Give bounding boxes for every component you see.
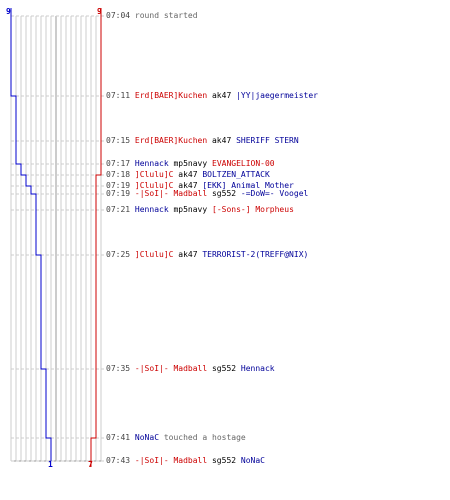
- red-team-line: [90, 8, 102, 467]
- weapon-name: mp5navy: [168, 205, 212, 214]
- player-name: -|SoI|- Madball: [134, 364, 208, 373]
- event-row: 07:18 ]Clulu]C ak47 BOLTZEN_ATTACK: [106, 170, 270, 180]
- weapon-name: ak47: [173, 170, 203, 179]
- weapon-name: sg552: [207, 456, 241, 465]
- event-row: 07:15 Erd[BAER]Kuchen ak47 SHERIFF STERN: [106, 136, 299, 146]
- event-row: 07:19 ]Clulu]C ak47 [EKK] Animal Mother: [106, 181, 294, 191]
- player-name: ]Clulu]C: [134, 181, 174, 190]
- player-name: [EKK] Animal Mother: [202, 181, 294, 190]
- player-name: -=DoW=- Voogel: [240, 189, 309, 198]
- event-time: 07:18: [106, 170, 131, 179]
- weapon-name: ak47: [207, 136, 237, 145]
- blue-end-count: 1: [48, 460, 53, 469]
- weapon-name: ak47: [173, 181, 203, 190]
- player-name: -|SoI|- Madball: [134, 189, 208, 198]
- event-row: 07:11 Erd[BAER]Kuchen ak47 |YY|jaegermei…: [106, 91, 318, 101]
- player-name: Hennack: [134, 159, 169, 168]
- event-note: round started: [134, 11, 198, 20]
- event-time: 07:43: [106, 456, 131, 465]
- event-time: 07:21: [106, 205, 131, 214]
- event-row: 07:25 ]Clulu]C ak47 TERRORIST-2(TREFF@NI…: [106, 250, 308, 260]
- blue-start-count: 9: [6, 7, 11, 16]
- blue-team-line: [10, 8, 52, 461]
- event-row: 07:41 NoNaC touched a hostage: [106, 433, 246, 443]
- weapon-name: ak47: [207, 91, 237, 100]
- player-name: NoNaC: [134, 433, 160, 442]
- weapon-name: sg552: [207, 364, 241, 373]
- event-row: 07:19 -|SoI|- Madball sg552 -=DoW=- Voog…: [106, 189, 308, 199]
- player-name: BOLTZEN_ATTACK: [202, 170, 270, 179]
- weapon-name: mp5navy: [168, 159, 212, 168]
- event-row: 07:35 -|SoI|- Madball sg552 Hennack: [106, 364, 275, 374]
- player-name: -|SoI|- Madball: [134, 456, 208, 465]
- player-name: ]Clulu]C: [134, 170, 174, 179]
- event-time: 07:19: [106, 181, 131, 190]
- weapon-name: ak47: [173, 250, 203, 259]
- player-name: Hennack: [240, 364, 275, 373]
- event-time: 07:15: [106, 136, 131, 145]
- event-row: 07:17 Hennack mp5navy EVANGELION-00: [106, 159, 275, 169]
- player-name: [-Sons-] Morpheus: [212, 205, 294, 214]
- player-name: Erd[BAER]Kuchen: [134, 136, 208, 145]
- event-note: touched a hostage: [159, 433, 246, 442]
- event-time: 07:19: [106, 189, 131, 198]
- player-name: SHERIFF STERN: [236, 136, 299, 145]
- event-row: 07:21 Hennack mp5navy [-Sons-] Morpheus: [106, 205, 294, 215]
- event-time: 07:17: [106, 159, 131, 168]
- player-name: ]Clulu]C: [134, 250, 174, 259]
- event-row: 07:04 round started: [106, 11, 198, 21]
- event-time: 07:25: [106, 250, 131, 259]
- player-name: TERRORIST-2(TREFF@NIX): [202, 250, 309, 259]
- event-time: 07:35: [106, 364, 131, 373]
- player-name: EVANGELION-00: [212, 159, 275, 168]
- red-end-count: 7: [88, 460, 93, 469]
- weapon-name: sg552: [207, 189, 241, 198]
- event-time: 07:04: [106, 11, 131, 20]
- player-name: NoNaC: [240, 456, 265, 465]
- player-name: |YY|jaegermeister: [236, 91, 318, 100]
- event-time: 07:41: [106, 433, 131, 442]
- event-row: 07:43 -|SoI|- Madball sg552 NoNaC: [106, 456, 265, 466]
- player-name: Erd[BAER]Kuchen: [134, 91, 208, 100]
- event-time: 07:11: [106, 91, 131, 100]
- red-start-count: 9: [97, 7, 102, 16]
- player-name: Hennack: [134, 205, 169, 214]
